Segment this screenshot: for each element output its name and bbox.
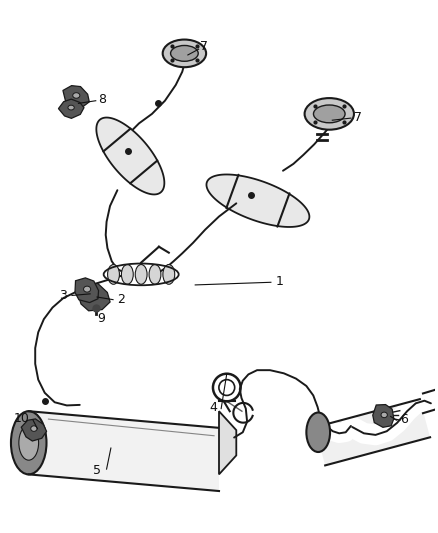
Ellipse shape xyxy=(31,426,37,431)
Text: 7: 7 xyxy=(200,40,208,53)
Text: 10: 10 xyxy=(14,411,30,425)
Text: 1: 1 xyxy=(275,274,283,288)
Text: 3: 3 xyxy=(59,289,67,302)
Text: 9: 9 xyxy=(97,312,105,325)
Text: 7: 7 xyxy=(354,110,362,124)
Ellipse shape xyxy=(89,292,98,299)
Ellipse shape xyxy=(73,93,80,98)
Polygon shape xyxy=(75,278,99,303)
Ellipse shape xyxy=(84,286,91,292)
Ellipse shape xyxy=(162,39,206,67)
Ellipse shape xyxy=(108,264,120,284)
Ellipse shape xyxy=(68,105,74,110)
Ellipse shape xyxy=(149,264,161,284)
Text: 5: 5 xyxy=(93,464,101,477)
Ellipse shape xyxy=(163,264,175,284)
Ellipse shape xyxy=(306,413,330,452)
Ellipse shape xyxy=(304,98,354,130)
Ellipse shape xyxy=(314,105,345,123)
Ellipse shape xyxy=(11,411,46,474)
Polygon shape xyxy=(96,118,164,195)
Text: 6: 6 xyxy=(400,413,408,426)
Ellipse shape xyxy=(121,264,133,284)
Polygon shape xyxy=(77,284,110,311)
Polygon shape xyxy=(219,411,236,474)
Polygon shape xyxy=(29,411,219,491)
Polygon shape xyxy=(58,99,84,118)
Ellipse shape xyxy=(135,264,147,284)
Polygon shape xyxy=(63,86,89,107)
Polygon shape xyxy=(315,399,430,465)
Polygon shape xyxy=(206,174,309,227)
Polygon shape xyxy=(21,419,46,441)
Text: 4: 4 xyxy=(209,401,217,414)
Text: 2: 2 xyxy=(117,293,125,306)
Text: 8: 8 xyxy=(98,93,106,106)
Polygon shape xyxy=(373,405,394,427)
Ellipse shape xyxy=(381,412,387,418)
Ellipse shape xyxy=(170,45,198,61)
Ellipse shape xyxy=(19,425,39,460)
